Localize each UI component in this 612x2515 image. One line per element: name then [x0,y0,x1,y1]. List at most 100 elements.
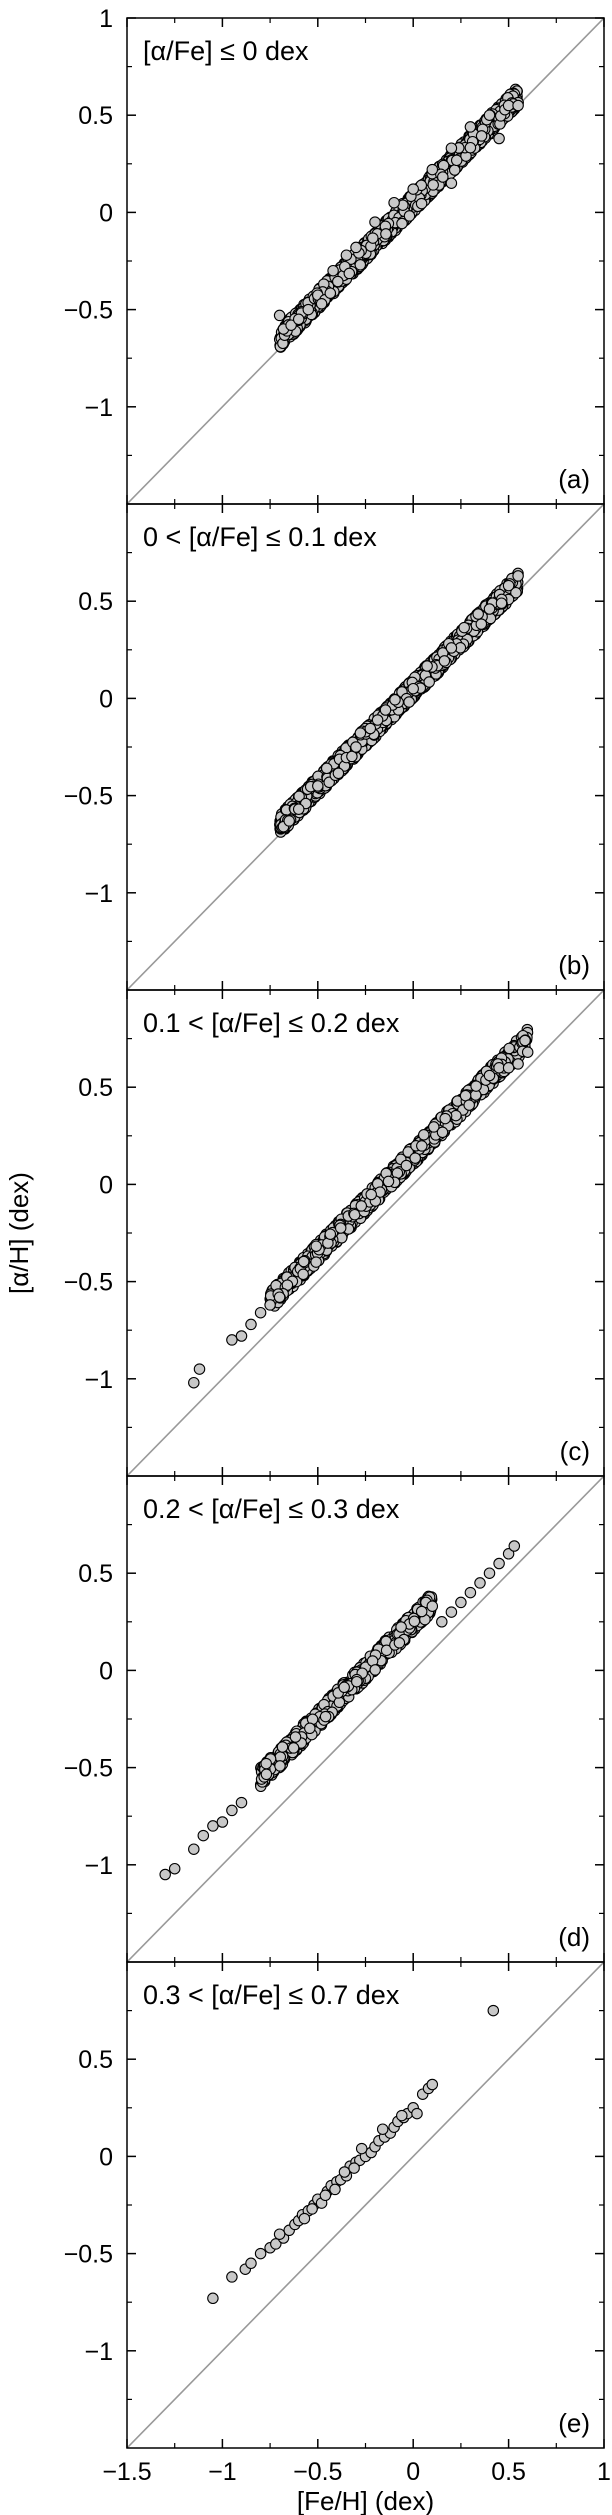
data-point [354,727,367,739]
data-point [493,132,505,145]
data-point [310,1256,322,1268]
data-point [421,660,433,672]
data-point [364,722,377,735]
panel-title-b: 0 < [α/Fe] ≤ 0.1 dex [143,522,377,552]
data-point [293,790,305,803]
data-point [463,1099,475,1111]
data-point [400,1159,413,1172]
data-point [502,1548,515,1560]
data-point [235,1330,248,1342]
data-point [483,109,496,121]
data-point [254,1306,267,1319]
data-point [348,1208,361,1221]
data-point [521,1046,534,1058]
data-point [519,1034,531,1047]
panel-label-c: (c) [560,1436,590,1466]
data-point [450,154,463,167]
data-point [380,1644,393,1657]
panel-a: −1−0.500.51[α/Fe] ≤ 0 dex(a) [64,5,605,505]
data-point [332,767,345,780]
data-point [207,1820,219,1832]
data-point [319,1710,332,1723]
data-point [350,741,362,753]
data-point [502,579,515,592]
data-point [464,121,477,133]
y-tick-label: −0.5 [64,783,113,811]
y-tick-label: 0 [99,199,113,227]
data-point [343,267,356,280]
data-point [159,1868,171,1881]
data-point [407,682,419,695]
reference-line-c [127,990,604,1476]
data-point [503,1042,515,1055]
data-point [445,142,458,154]
data-point [338,1681,350,1694]
y-tick-label: 0 [99,1657,113,1685]
data-point [264,1299,276,1311]
data-point [510,586,522,599]
data-point [393,1637,406,1649]
data-point [483,603,496,615]
panel-title-a: [α/Fe] ≤ 0 dex [143,36,309,66]
data-point [332,275,344,288]
y-tick-label: 0.5 [78,1074,113,1102]
data-point [369,1664,381,1676]
data-point [324,1228,337,1240]
data-point [292,803,305,815]
data-point [380,228,392,240]
data-point [292,313,305,326]
data-point [273,309,286,322]
data-point [403,210,416,222]
data-point [472,608,484,620]
data-point [418,1129,430,1141]
panel-title-c: 0.1 < [α/Fe] ≤ 0.2 dex [143,1008,400,1038]
data-point [285,319,297,331]
data-point [459,1089,472,1102]
data-point [436,1616,448,1628]
y-tick-label: −0.5 [64,1755,113,1783]
data-point [287,1742,300,1754]
data-point [382,1175,395,1188]
data-point [426,163,439,176]
y-tick-label: −1 [84,1852,113,1880]
data-point [310,1240,322,1252]
data-point [483,1567,496,1579]
data-point [437,171,449,183]
data-point [297,1268,309,1281]
data-point [320,762,333,775]
data-point [464,1586,477,1599]
data-point [226,1334,238,1346]
panel-b: −1−0.500.50 < [α/Fe] ≤ 0.1 dex(b) [64,503,605,991]
data-point [495,597,508,609]
data-point [346,750,358,763]
data-point [493,1557,505,1570]
y-tick-label: −0.5 [64,297,113,325]
data-point [324,287,337,299]
data-point [276,1741,289,1753]
points-d [159,1540,521,1881]
data-point [448,164,461,176]
data-point [445,642,458,654]
data-point [351,1675,363,1688]
data-point [502,99,515,112]
data-point [464,141,477,154]
y-tick-label: 0.5 [78,102,113,130]
data-point [226,1804,238,1817]
data-point [389,694,401,706]
reference-line-d [127,1476,604,1962]
panels: −1−0.500.51[α/Fe] ≤ 0 dex(a)−1−0.500.50 … [64,5,611,2486]
data-point [493,1062,505,1074]
data-point [416,1140,428,1152]
data-point [350,241,362,254]
data-point [415,197,428,210]
data-point [403,696,415,708]
y-tick-label: 0 [99,685,113,713]
y-tick-label: −1 [84,1366,113,1394]
data-point [273,1291,286,1303]
data-point [408,1615,421,1628]
data-point [283,815,295,827]
data-point [260,1768,273,1781]
data-point [315,298,328,310]
points-b [274,567,524,838]
data-point [407,183,419,195]
